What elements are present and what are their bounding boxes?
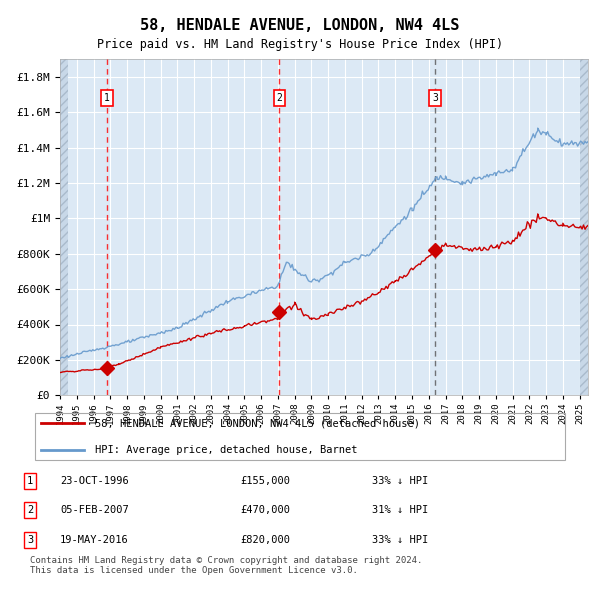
Text: Contains HM Land Registry data © Crown copyright and database right 2024.
This d: Contains HM Land Registry data © Crown c… [30, 556, 422, 575]
Text: Price paid vs. HM Land Registry's House Price Index (HPI): Price paid vs. HM Land Registry's House … [97, 38, 503, 51]
Text: 58, HENDALE AVENUE, LONDON, NW4 4LS (detached house): 58, HENDALE AVENUE, LONDON, NW4 4LS (det… [95, 418, 420, 428]
Text: £155,000: £155,000 [240, 476, 290, 486]
Text: 2: 2 [27, 506, 33, 515]
Text: 1: 1 [27, 476, 33, 486]
Text: HPI: Average price, detached house, Barnet: HPI: Average price, detached house, Barn… [95, 445, 358, 455]
Text: 33% ↓ HPI: 33% ↓ HPI [372, 476, 428, 486]
Bar [60, 59, 68, 395]
Text: 33% ↓ HPI: 33% ↓ HPI [372, 535, 428, 545]
Text: 2: 2 [277, 93, 283, 103]
Text: 19-MAY-2016: 19-MAY-2016 [60, 535, 129, 545]
Text: 23-OCT-1996: 23-OCT-1996 [60, 476, 129, 486]
Text: 31% ↓ HPI: 31% ↓ HPI [372, 506, 428, 515]
Bar [580, 59, 588, 395]
Text: 58, HENDALE AVENUE, LONDON, NW4 4LS: 58, HENDALE AVENUE, LONDON, NW4 4LS [140, 18, 460, 32]
Text: £470,000: £470,000 [240, 506, 290, 515]
Text: £820,000: £820,000 [240, 535, 290, 545]
Text: 1: 1 [104, 93, 110, 103]
Text: 3: 3 [27, 535, 33, 545]
Text: 05-FEB-2007: 05-FEB-2007 [60, 506, 129, 515]
Text: 3: 3 [432, 93, 438, 103]
